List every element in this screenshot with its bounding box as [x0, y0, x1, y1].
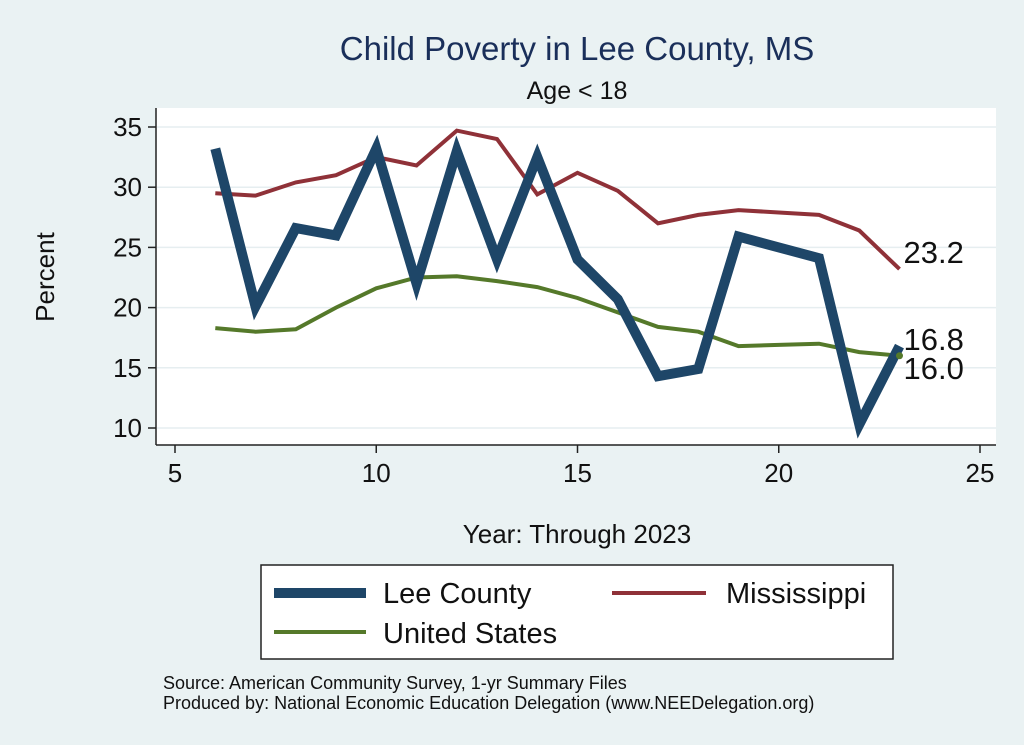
y-tick-label-15: 15 — [113, 353, 142, 383]
y-axis-label: Percent — [30, 231, 60, 321]
y-tick-label-10: 10 — [113, 413, 142, 443]
end-label-lee-county: 16.8 — [904, 322, 964, 357]
x-tick-label-20: 20 — [764, 458, 793, 488]
y-tick-label-35: 35 — [113, 112, 142, 142]
end-marker-united-states — [896, 352, 903, 360]
y-tick-label-30: 30 — [113, 172, 142, 202]
x-axis-ticks: 5 10 15 20 25 — [168, 445, 995, 488]
y-tick-label-25: 25 — [113, 232, 142, 262]
y-axis-ticks: 10 15 20 25 30 35 — [113, 112, 156, 443]
end-labels: 16.8 23.2 16.0 — [904, 235, 964, 386]
source-line: Source: American Community Survey, 1-yr … — [163, 673, 627, 693]
end-label-mississippi: 23.2 — [904, 235, 964, 270]
producer-line: Produced by: National Economic Education… — [163, 693, 814, 713]
series-line-united-states — [215, 274, 900, 358]
x-tick-label-15: 15 — [563, 458, 592, 488]
series-line-mississippi — [215, 128, 901, 271]
legend-box — [260, 564, 894, 660]
y-tick-label-20: 20 — [113, 293, 142, 323]
chart-title: Child Poverty in Lee County, MS — [340, 30, 814, 67]
x-tick-label-10: 10 — [362, 458, 391, 488]
legend-label-united-states: United States — [383, 618, 557, 650]
chart-subtitle: Age < 18 — [527, 77, 628, 105]
x-tick-label-25: 25 — [966, 458, 995, 488]
legend-label-lee-county: Lee County — [383, 578, 532, 610]
legend: Lee County Mississippi United States — [260, 564, 894, 660]
x-axis-label: Year: Through 2023 — [463, 519, 691, 549]
end-label-united-states: 16.0 — [904, 351, 964, 386]
series-line-lee-county — [210, 134, 904, 439]
plot-area — [156, 108, 996, 445]
series-layer — [210, 128, 904, 439]
legend-label-mississippi: Mississippi — [726, 578, 866, 610]
x-tick-label-5: 5 — [168, 458, 182, 488]
